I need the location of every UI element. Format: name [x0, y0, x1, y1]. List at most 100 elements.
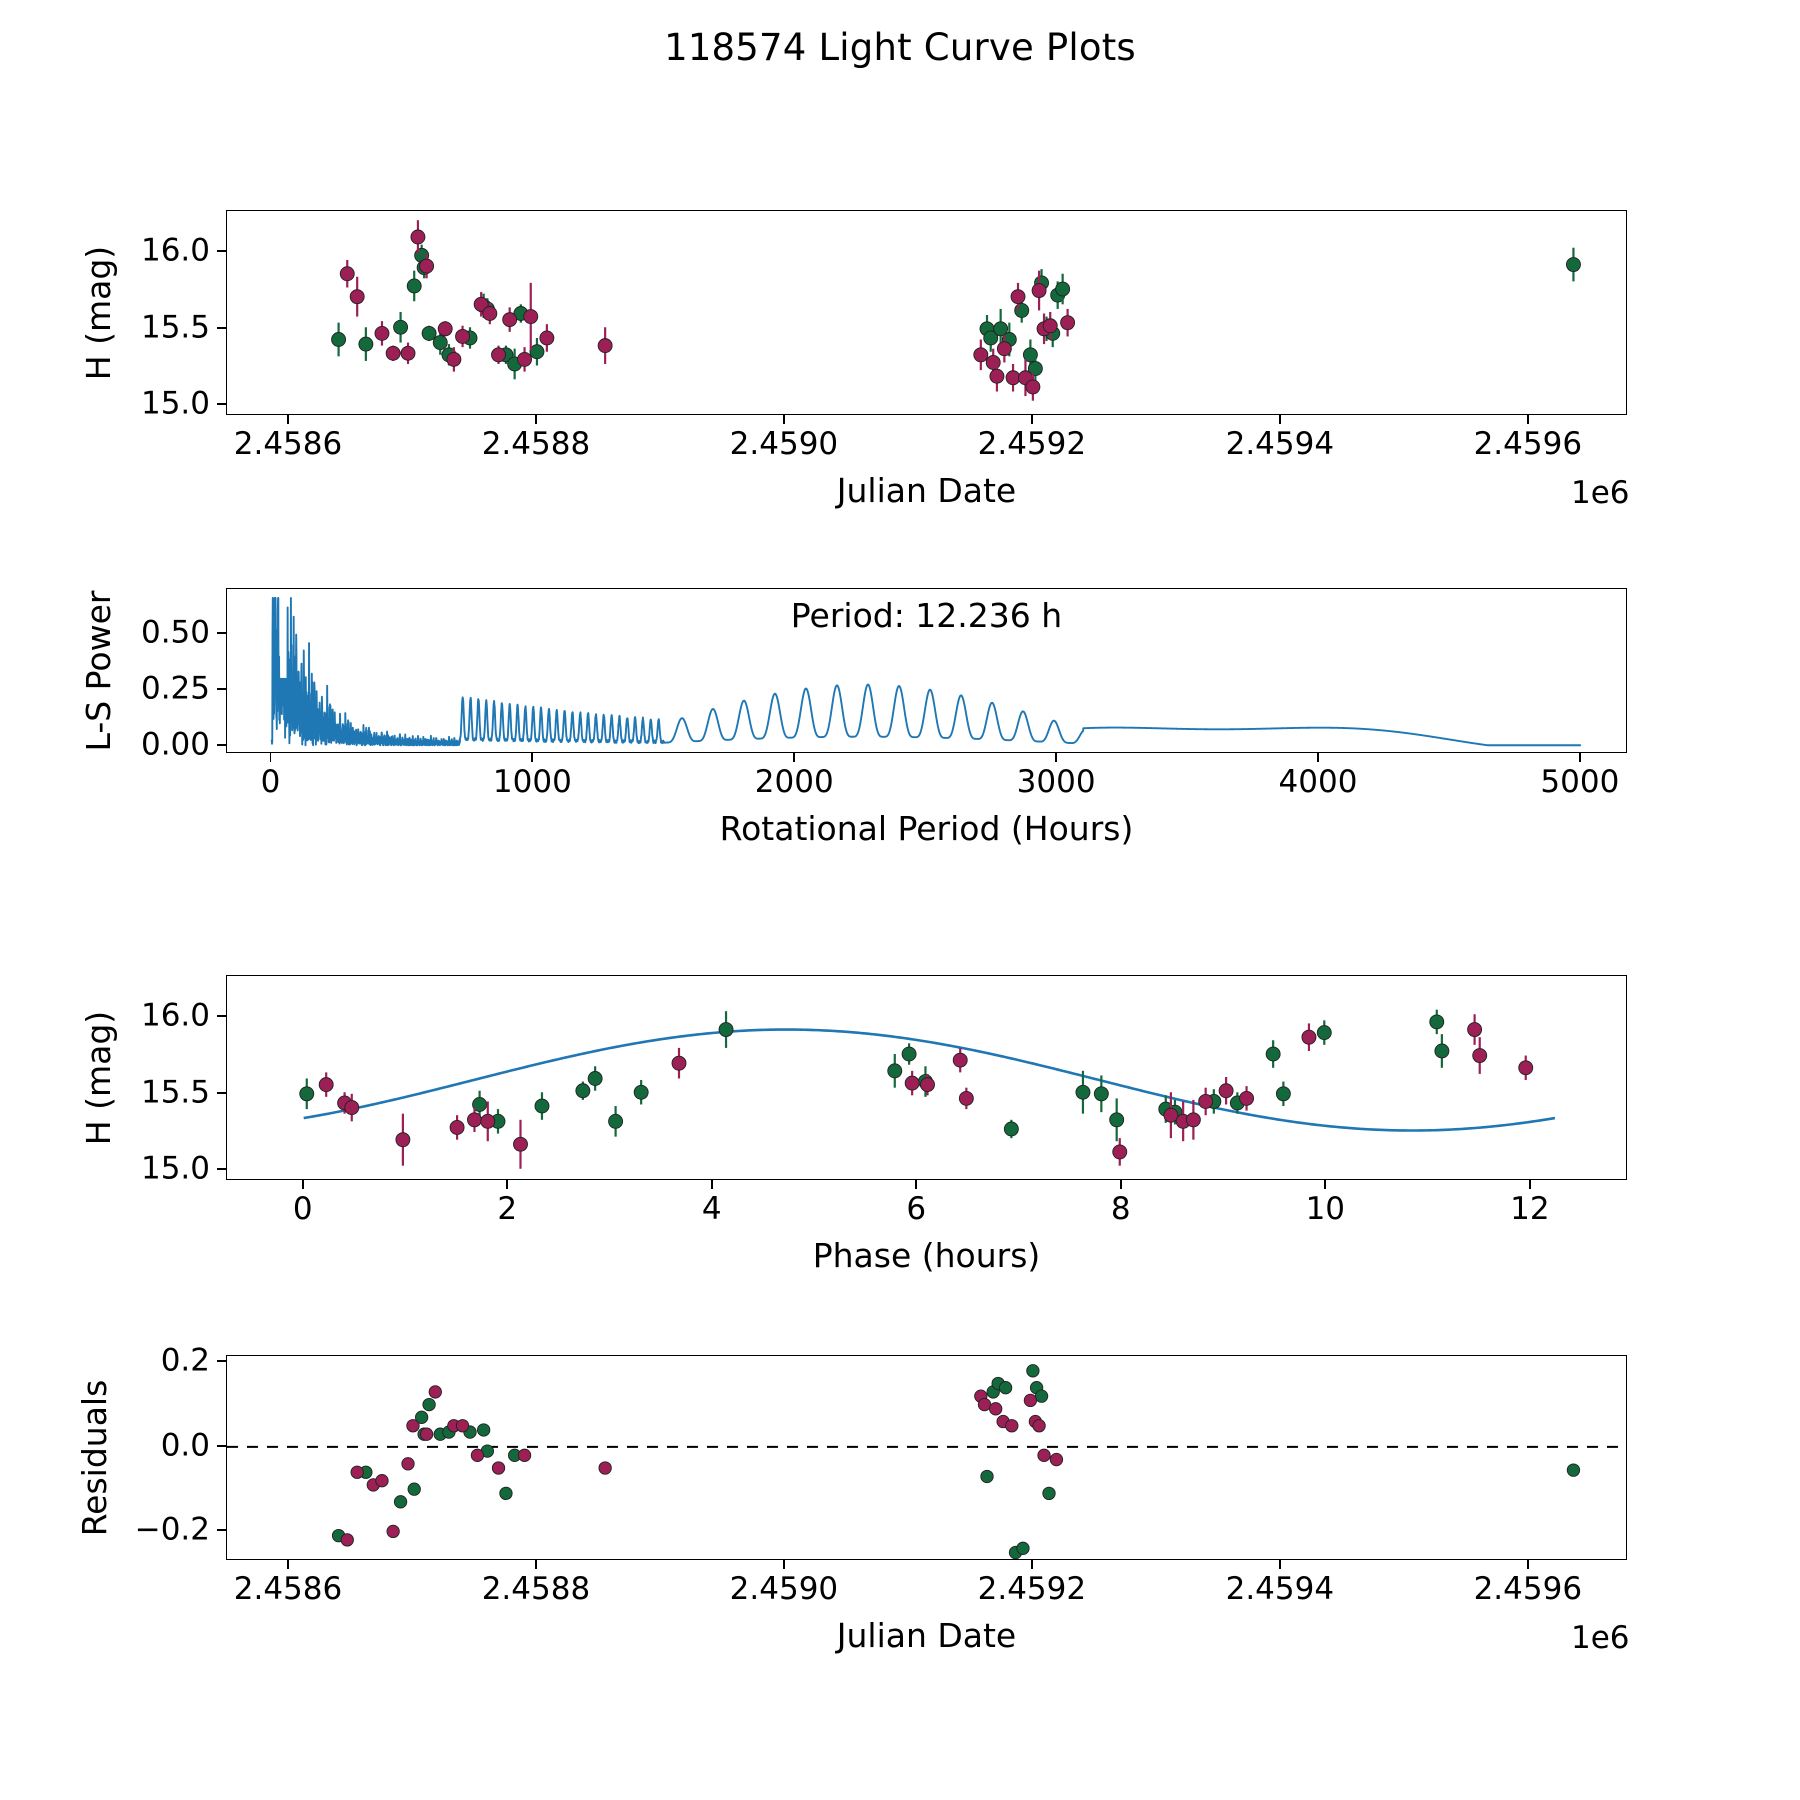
- residuals-xtick: [535, 1560, 537, 1569]
- residuals-plot-area: [227, 1356, 1626, 1559]
- residuals-xtick: [1526, 1560, 1529, 1569]
- residuals-xtick: [1030, 1560, 1033, 1569]
- phase-folded-ytick: [217, 1091, 226, 1094]
- light-curve-plot-area: [227, 211, 1626, 414]
- series-green: [299, 1009, 1450, 1142]
- phase-folded-xtick: [1528, 1180, 1531, 1189]
- periodogram-xtick: [269, 753, 272, 762]
- periodogram-yaxis-label: L-S Power: [79, 590, 118, 751]
- periodogram-xtick: [1055, 753, 1058, 762]
- phase-folded-ytick: [217, 1168, 226, 1171]
- residuals-xtick-label: 2.4594: [1225, 1571, 1335, 1607]
- light-curve-xtick: [1030, 415, 1033, 424]
- panel-phase-folded: 0 2 4 6 8 10 12 15.0 15.5 16.0 Phase (hours) H (mag…: [79, 975, 1627, 1275]
- periodogram-xtick-label: 5000: [1540, 764, 1620, 800]
- periodogram-ytick-label: 0.50: [140, 614, 210, 651]
- light-curve-xtick-label: 2.4592: [977, 426, 1087, 462]
- phase-folded-xtick-label: 2: [497, 1191, 518, 1227]
- light-curve-xtick-label: 2.4590: [729, 426, 839, 462]
- sinusoid-fit-curve: [303, 1028, 1556, 1132]
- periodogram-plot-area: [227, 589, 1626, 752]
- panel-light-curve: 2.4586 2.4588 2.4590 2.4592 2.4594 2.4596 15.0…: [79, 210, 1630, 511]
- phase-folded-xtick-label: 0: [292, 1191, 313, 1227]
- residuals-xtick-label: 2.4596: [1473, 1571, 1583, 1607]
- phase-folded-ytick-label: 15.5: [140, 1074, 210, 1111]
- periodogram-ytick-label: 0.25: [140, 670, 210, 707]
- residuals-xaxis-offset-label: 1e6: [1571, 1620, 1630, 1656]
- periodogram-ytick: [217, 744, 226, 747]
- light-curve-xtick: [535, 415, 537, 424]
- phase-folded-xaxis-label: Phase (hours): [812, 1236, 1041, 1275]
- figure-title: 118574 Light Curve Plots: [664, 26, 1136, 69]
- periodogram-xtick-label: 3000: [1016, 764, 1096, 800]
- residuals-ytick-label: 0.0: [160, 1427, 210, 1464]
- panel-periodogram: 0 1000 2000 3000 4000 5000 0.00 0.25 0.50 Rotatio…: [79, 588, 1627, 848]
- periodogram-xtick-label: 0: [260, 764, 281, 800]
- light-curve-ytick: [217, 403, 226, 406]
- light-curve-xtick: [782, 415, 785, 424]
- phase-folded-xtick-label: 4: [701, 1191, 722, 1227]
- phase-folded-yaxis-label: H (mag): [79, 1010, 118, 1145]
- phase-folded-ytick: [217, 1015, 226, 1018]
- phase-folded-ytick-label: 16.0: [140, 997, 210, 1034]
- periodogram-xtick-label: 4000: [1278, 764, 1358, 800]
- light-curve-xtick: [1278, 415, 1281, 424]
- residuals-xtick-label: 2.4586: [233, 1571, 343, 1607]
- residuals-xtick-label: 2.4592: [977, 1571, 1087, 1607]
- light-curve-ytick-label: 15.5: [140, 309, 210, 346]
- phase-folded-ytick-label: 15.0: [140, 1150, 210, 1187]
- light-curve-ytick: [217, 326, 226, 329]
- residuals-ytick-label: −0.2: [134, 1511, 210, 1548]
- phase-folded-xtick-label: 12: [1510, 1191, 1550, 1227]
- periodogram-ytick-label: 0.00: [140, 726, 210, 763]
- residuals-ytick: [217, 1529, 226, 1532]
- periodogram-xtick: [1578, 753, 1581, 762]
- periodogram-xtick: [531, 753, 534, 762]
- series-magenta: [340, 1385, 1064, 1547]
- light-curve-xaxis-offset-label: 1e6: [1571, 475, 1630, 511]
- residuals-xtick: [782, 1560, 785, 1569]
- periodogram-xaxis-label: Rotational Period (Hours): [719, 809, 1134, 848]
- light-curve-xtick-label: 2.4594: [1225, 426, 1335, 462]
- residuals-ytick: [217, 1360, 226, 1363]
- periodogram-frame: [226, 588, 1627, 753]
- phase-folded-plot-area: [227, 976, 1626, 1179]
- period-annotation: Period: 12.236 h: [790, 596, 1063, 635]
- series-magenta: [339, 220, 1076, 401]
- phase-folded-xtick: [1119, 1180, 1122, 1189]
- phase-folded-xtick: [301, 1180, 304, 1189]
- residuals-frame: [226, 1355, 1627, 1560]
- residuals-xaxis-label: Julian Date: [836, 1616, 1017, 1655]
- series-green: [331, 1364, 1581, 1559]
- light-curve-yaxis-label: H (mag): [79, 245, 118, 380]
- light-curve-frame: [226, 210, 1627, 415]
- residuals-xtick: [287, 1560, 289, 1569]
- periodogram-xtick: [793, 753, 796, 762]
- light-curve-ytick-label: 15.0: [140, 385, 210, 422]
- residuals-ytick-label: 0.2: [160, 1342, 210, 1379]
- phase-folded-xtick-label: 10: [1305, 1191, 1346, 1227]
- light-curve-xtick: [1526, 415, 1529, 424]
- phase-folded-xtick-label: 8: [1110, 1191, 1131, 1227]
- residuals-ytick: [217, 1444, 226, 1447]
- periodogram-ytick: [217, 688, 226, 690]
- residuals-yaxis-label: Residuals: [75, 1379, 114, 1536]
- periodogram-trace: [270, 597, 1582, 747]
- phase-folded-xtick: [710, 1180, 713, 1189]
- phase-folded-xtick: [1324, 1180, 1327, 1189]
- phase-folded-frame: [226, 975, 1627, 1180]
- phase-folded-xtick: [915, 1180, 918, 1189]
- series-magenta: [318, 1014, 1534, 1169]
- residuals-xtick: [1278, 1560, 1281, 1569]
- phase-folded-xtick: [506, 1180, 509, 1189]
- phase-folded-xtick-label: 6: [906, 1191, 927, 1227]
- light-curve-ytick-label: 16.0: [140, 232, 210, 269]
- light-curve-xtick-label: 2.4588: [481, 426, 591, 462]
- light-curve-ytick: [217, 250, 226, 253]
- periodogram-ytick: [217, 631, 226, 634]
- periodogram-xtick-label: 1000: [492, 764, 572, 800]
- panel-residuals: 2.4586 2.4588 2.4590 2.4592 2.4594 2.4596 −0.2…: [75, 1345, 1630, 1656]
- light-curve-xaxis-label: Julian Date: [836, 471, 1017, 510]
- periodogram-xtick-label: 2000: [754, 764, 834, 800]
